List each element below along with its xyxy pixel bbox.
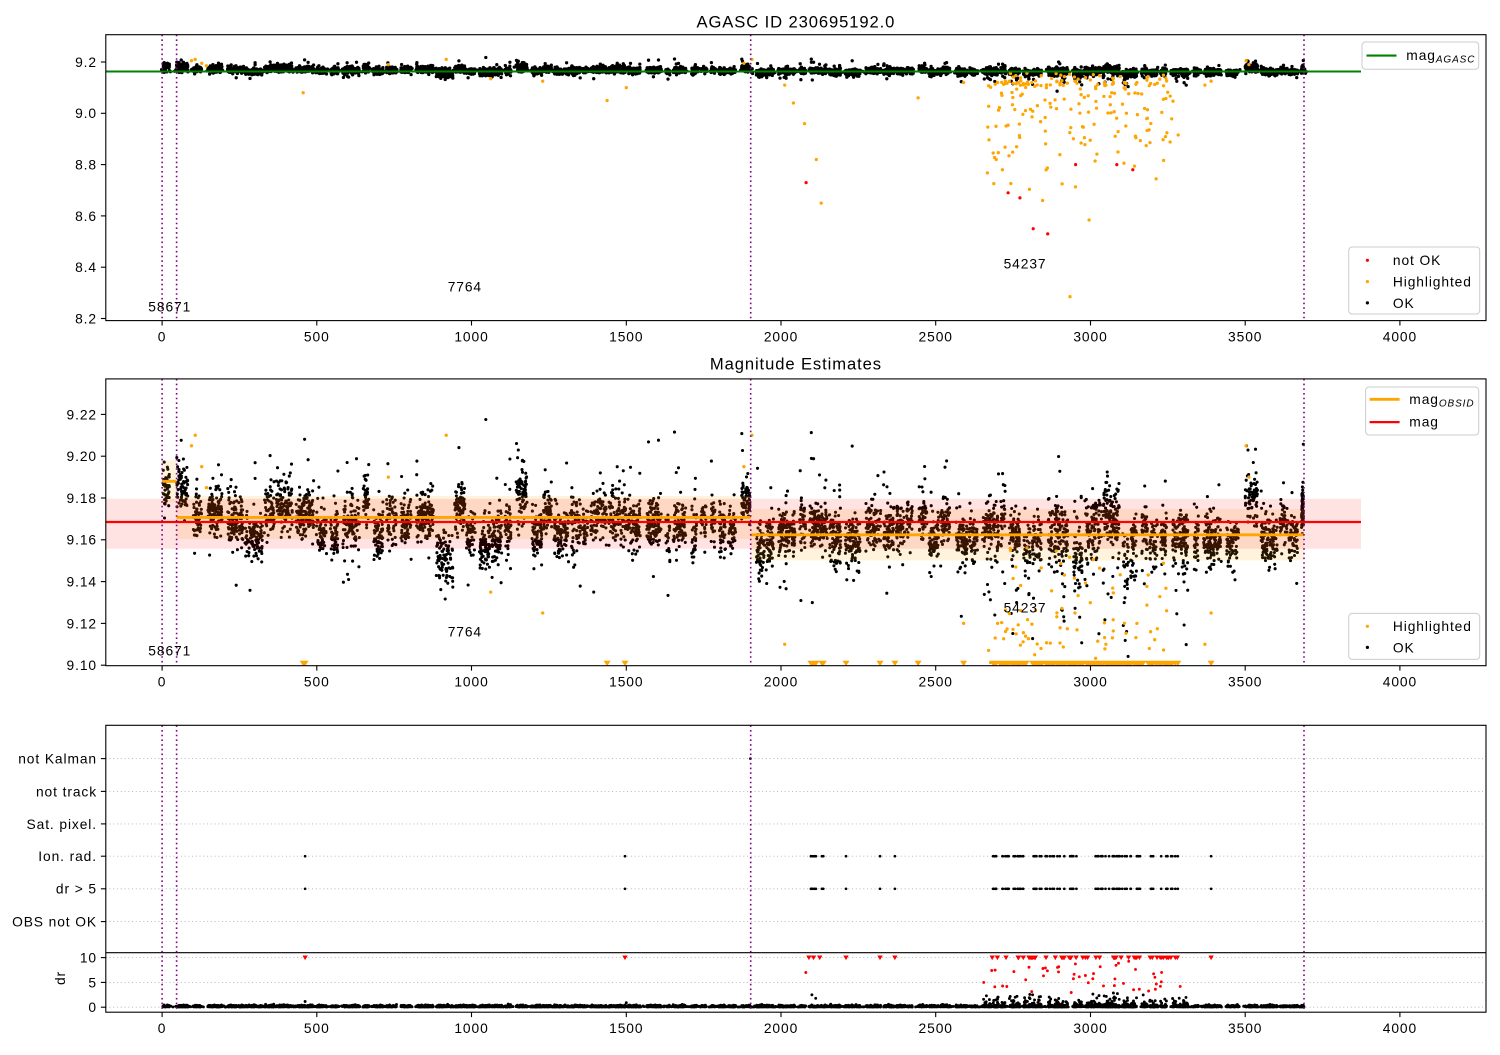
svg-text:2000: 2000	[764, 674, 798, 689]
svg-text:2000: 2000	[764, 329, 798, 344]
svg-text:9.14: 9.14	[67, 575, 97, 590]
svg-text:9.16: 9.16	[67, 533, 97, 548]
svg-text:Ion. rad.: Ion. rad.	[38, 849, 97, 864]
svg-text:500: 500	[304, 674, 330, 689]
svg-text:0: 0	[88, 1000, 97, 1015]
svg-text:9.10: 9.10	[67, 658, 97, 673]
svg-text:3500: 3500	[1228, 329, 1262, 344]
svg-text:9.22: 9.22	[67, 407, 97, 422]
svg-text:500: 500	[304, 329, 330, 344]
svg-text:10: 10	[80, 951, 97, 966]
svg-text:OK: OK	[1393, 640, 1415, 655]
svg-text:Highlighted: Highlighted	[1393, 275, 1472, 290]
svg-text:8.8: 8.8	[75, 158, 97, 173]
svg-text:3000: 3000	[1073, 1021, 1107, 1036]
svg-text:2000: 2000	[764, 1021, 798, 1036]
svg-text:9.0: 9.0	[75, 106, 97, 121]
svg-text:1500: 1500	[609, 1021, 643, 1036]
svg-text:dr: dr	[53, 971, 68, 985]
svg-text:1000: 1000	[454, 674, 488, 689]
svg-text:9.20: 9.20	[67, 449, 97, 464]
svg-text:9.18: 9.18	[67, 491, 97, 506]
svg-text:OBS not OK: OBS not OK	[12, 915, 97, 930]
svg-text:Sat. pixel.: Sat. pixel.	[27, 817, 97, 832]
svg-text:3000: 3000	[1073, 329, 1107, 344]
svg-text:3000: 3000	[1073, 674, 1107, 689]
svg-text:3500: 3500	[1228, 674, 1262, 689]
svg-text:Magnitude Estimates: Magnitude Estimates	[710, 354, 882, 373]
svg-text:8.4: 8.4	[75, 260, 97, 275]
svg-text:9.2: 9.2	[75, 55, 97, 70]
svg-text:2500: 2500	[919, 329, 953, 344]
svg-text:2500: 2500	[919, 1021, 953, 1036]
svg-text:not track: not track	[36, 784, 97, 799]
svg-text:1500: 1500	[609, 329, 643, 344]
svg-text:0: 0	[158, 1021, 167, 1036]
svg-text:54237: 54237	[1004, 601, 1047, 616]
svg-text:8.2: 8.2	[75, 311, 97, 326]
svg-text:54237: 54237	[1004, 257, 1047, 272]
svg-text:58671: 58671	[148, 644, 191, 659]
svg-text:mag: mag	[1409, 415, 1439, 430]
svg-text:8.6: 8.6	[75, 209, 97, 224]
svg-text:500: 500	[304, 1021, 330, 1036]
svg-text:5: 5	[88, 975, 97, 990]
svg-text:1000: 1000	[454, 1021, 488, 1036]
svg-text:2500: 2500	[919, 674, 953, 689]
svg-text:Highlighted: Highlighted	[1393, 619, 1472, 634]
svg-text:7764: 7764	[448, 624, 482, 639]
svg-text:58671: 58671	[148, 300, 191, 315]
svg-text:4000: 4000	[1383, 674, 1417, 689]
svg-text:OK: OK	[1393, 296, 1415, 311]
svg-text:0: 0	[158, 329, 167, 344]
svg-text:7764: 7764	[448, 280, 482, 295]
svg-text:9.12: 9.12	[67, 616, 97, 631]
svg-text:4000: 4000	[1383, 1021, 1417, 1036]
svg-text:3500: 3500	[1228, 1021, 1262, 1036]
svg-text:not Kalman: not Kalman	[18, 752, 97, 767]
svg-text:1500: 1500	[609, 674, 643, 689]
svg-text:not OK: not OK	[1393, 253, 1441, 268]
svg-text:AGASC ID 230695192.0: AGASC ID 230695192.0	[696, 13, 895, 32]
svg-text:1000: 1000	[454, 329, 488, 344]
svg-text:4000: 4000	[1383, 329, 1417, 344]
svg-text:0: 0	[158, 674, 167, 689]
svg-text:dr > 5: dr > 5	[56, 882, 97, 897]
